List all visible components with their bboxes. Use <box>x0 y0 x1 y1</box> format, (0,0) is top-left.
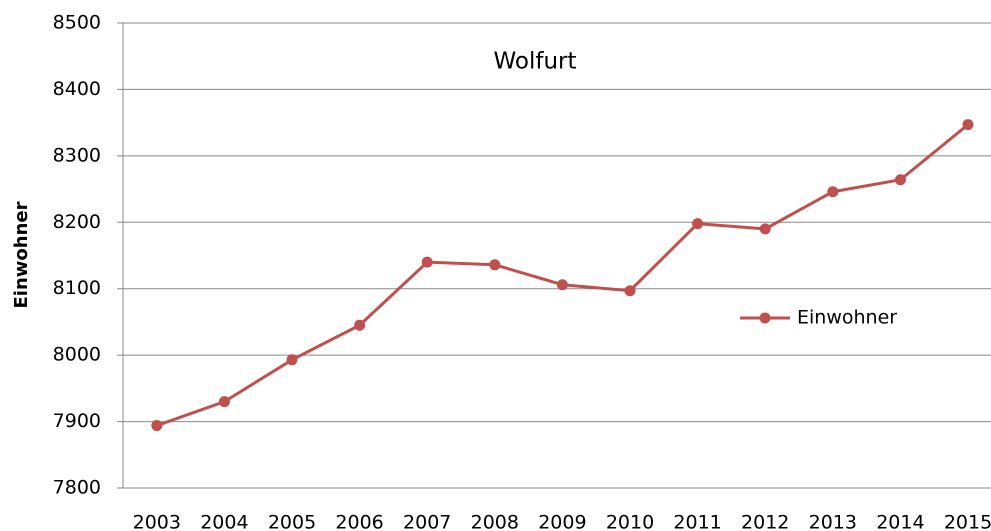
point <box>692 218 704 230</box>
point <box>962 119 974 131</box>
y-tick-label: 7800 <box>53 477 101 499</box>
point <box>218 396 230 408</box>
y-axis-label: Einwohner <box>11 201 32 308</box>
point <box>759 223 771 235</box>
x-tick-label: 2006 <box>335 512 383 531</box>
y-tick-label: 8100 <box>53 277 101 299</box>
point <box>624 285 636 297</box>
x-tick-label: 2013 <box>809 512 857 531</box>
point <box>421 256 433 268</box>
y-tick-label: 7900 <box>53 410 101 432</box>
y-tick-label: 8000 <box>53 344 101 366</box>
point <box>354 319 366 331</box>
point <box>556 279 568 291</box>
x-tick-label: 2008 <box>471 512 519 531</box>
point <box>827 186 839 198</box>
x-tick-label: 2010 <box>606 512 654 531</box>
legend-marker <box>759 312 771 324</box>
x-tick-label: 2012 <box>741 512 789 531</box>
point <box>894 174 906 186</box>
y-tick-label: 8500 <box>53 12 101 34</box>
x-tick-label: 2007 <box>403 512 451 531</box>
point <box>286 354 298 366</box>
x-tick-label: 2011 <box>673 512 721 531</box>
y-tick-label: 8400 <box>53 78 101 100</box>
y-tick-label: 8300 <box>53 144 101 166</box>
x-tick-label: 2015 <box>944 512 991 531</box>
x-tick-label: 2003 <box>133 512 181 531</box>
x-tick-label: 2009 <box>538 512 586 531</box>
legend-label: Einwohner <box>797 307 897 329</box>
y-tick-label: 8200 <box>53 211 101 233</box>
x-tick-label: 2004 <box>200 512 248 531</box>
chart-title: Wolfurt <box>493 49 576 75</box>
line <box>156 123 969 427</box>
x-tick-label: 2005 <box>268 512 316 531</box>
point <box>151 420 163 432</box>
x-tick-label: 2014 <box>876 512 924 531</box>
point <box>489 259 501 271</box>
